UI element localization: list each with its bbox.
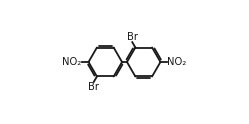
Text: Br: Br: [127, 32, 138, 42]
Text: Br: Br: [88, 82, 99, 92]
Text: NO₂: NO₂: [62, 57, 82, 67]
Text: NO₂: NO₂: [167, 57, 187, 67]
